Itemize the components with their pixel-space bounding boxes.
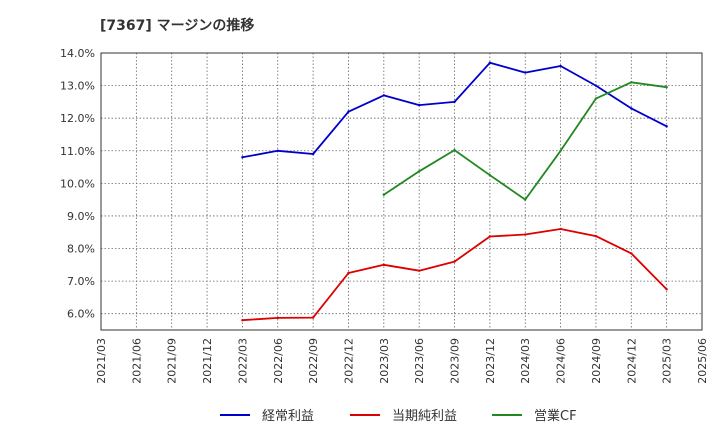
data-point — [488, 174, 492, 177]
data-point — [559, 64, 562, 68]
data-point — [524, 233, 527, 236]
data-point — [417, 103, 421, 107]
data-point — [594, 84, 598, 87]
x-tick-label: 2023/09 — [449, 338, 462, 384]
legend-label: 経常利益 — [262, 409, 314, 424]
y-tick-label: 14.0% — [60, 47, 95, 60]
plot-background — [101, 53, 702, 330]
x-tick-label: 2024/09 — [590, 338, 603, 384]
plot-area: 6.0% 7.0% 8.0% 9.0% 10.0% 11.0% 12.0% 13.0% 14.0… — [60, 47, 709, 384]
data-point — [559, 149, 562, 152]
data-point — [311, 152, 315, 156]
data-point — [347, 110, 350, 113]
x-tick-label: 2024/12 — [625, 338, 638, 384]
legend: 経常利益 当期純利益 営業CF — [220, 408, 577, 424]
x-tick-label: 2022/03 — [236, 338, 249, 384]
data-point — [488, 235, 492, 238]
data-point — [594, 234, 598, 238]
data-point — [630, 252, 633, 255]
data-point — [630, 107, 633, 110]
data-point — [453, 260, 456, 263]
data-point — [524, 71, 527, 74]
y-tick-label: 9.0% — [67, 210, 95, 223]
data-point — [453, 148, 456, 152]
y-tick-label: 13.0% — [60, 80, 95, 93]
y-tick-label: 10.0% — [60, 177, 95, 190]
data-point — [276, 149, 279, 152]
data-point — [630, 81, 633, 84]
x-tick-label: 2022/09 — [307, 338, 320, 384]
legend-label: 営業CF — [534, 408, 577, 424]
y-tick-label: 11.0% — [60, 145, 95, 158]
data-point — [382, 94, 386, 97]
x-tick-label: 2025/06 — [696, 338, 709, 384]
data-point — [347, 271, 350, 275]
x-tick-label: 2025/03 — [661, 338, 674, 384]
y-tick-label: 8.0% — [67, 243, 95, 256]
x-tick-label: 2024/06 — [555, 338, 568, 384]
data-point — [665, 86, 668, 89]
data-point — [241, 156, 244, 159]
x-tick-label: 2021/06 — [130, 338, 143, 384]
data-point — [382, 193, 386, 196]
y-tick-label: 6.0% — [67, 308, 95, 321]
x-tick-label: 2024/03 — [519, 338, 532, 384]
data-point — [524, 198, 527, 201]
data-point — [665, 125, 668, 128]
y-tick-label: 7.0% — [67, 275, 95, 288]
x-tick-label: 2023/06 — [413, 338, 426, 384]
data-point — [665, 288, 668, 291]
plot-frame — [100, 52, 703, 331]
data-point — [417, 269, 421, 272]
data-point — [276, 316, 279, 320]
x-tick-label: 2023/03 — [378, 338, 391, 384]
x-tick-label: 2021/12 — [201, 338, 214, 384]
x-tick-label: 2021/03 — [95, 338, 108, 384]
legend-label: 当期純利益 — [392, 409, 457, 424]
x-tick-label: 2022/12 — [342, 338, 355, 384]
data-point — [311, 316, 315, 319]
data-point — [382, 263, 386, 267]
data-point — [453, 100, 456, 104]
data-point — [488, 61, 492, 64]
data-point — [417, 170, 421, 173]
x-tick-label: 2023/12 — [484, 338, 497, 384]
x-tick-label: 2022/06 — [272, 338, 285, 384]
chart-title: [7367] マージンの推移 — [100, 17, 254, 34]
x-tick-label: 2021/09 — [166, 338, 179, 384]
data-point — [594, 97, 598, 100]
data-point — [241, 319, 244, 322]
data-point — [559, 227, 562, 231]
y-tick-label: 12.0% — [60, 112, 95, 125]
